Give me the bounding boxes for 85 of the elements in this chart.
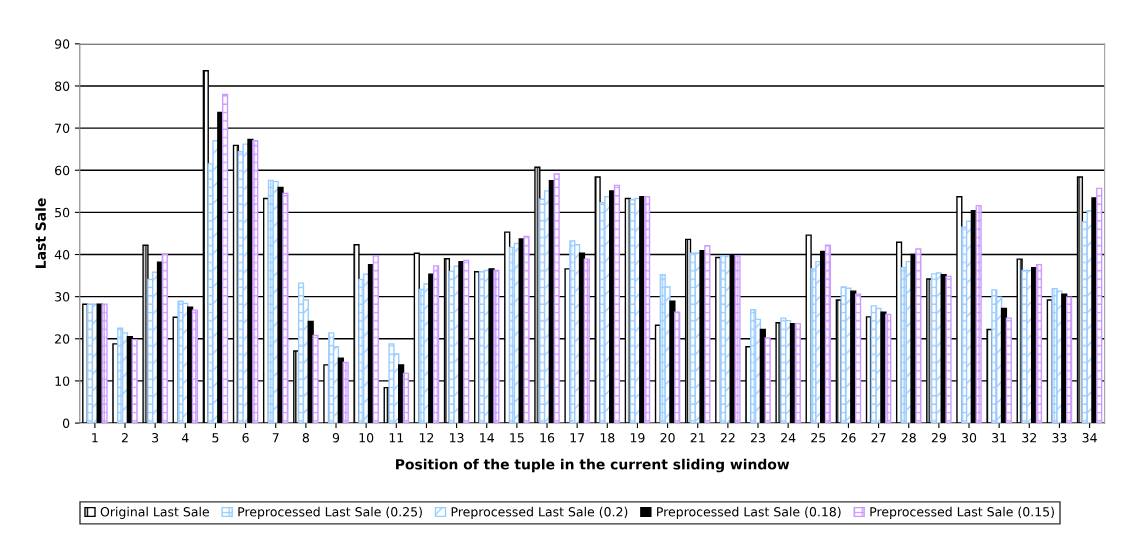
y-tick-label: 70: [55, 123, 70, 134]
x-tick-label: 30: [962, 433, 977, 443]
x-tick-label: 23: [750, 433, 765, 443]
x-tick-label: 11: [389, 433, 404, 443]
bar: [101, 303, 108, 424]
x-tick-label: 32: [1022, 433, 1036, 443]
bar: [854, 293, 862, 424]
x-tick-label: 19: [630, 433, 645, 443]
y-tick-label: 60: [55, 165, 70, 176]
bar: [191, 309, 199, 424]
bar: [764, 337, 771, 424]
x-tick-label: 20: [660, 433, 675, 443]
y-axis-title: Last Sale: [35, 198, 46, 268]
x-tick-label: 17: [570, 433, 585, 443]
bar: [915, 248, 922, 424]
x-tick-label: 25: [811, 433, 826, 443]
bar: [885, 313, 892, 424]
bar: [643, 196, 651, 424]
x-tick-label: 3: [152, 433, 159, 443]
bar: [704, 244, 711, 424]
bar: [1096, 187, 1103, 424]
x-tick-label: 18: [600, 433, 615, 443]
x-tick-label: 33: [1052, 433, 1067, 443]
x-tick-label: 7: [272, 433, 279, 443]
x-tick-label: 31: [992, 433, 1006, 443]
x-axis-title: Position of the tuple in the current sliding window: [396, 458, 790, 473]
bar: [131, 338, 138, 424]
bar: [221, 93, 229, 424]
x-tick-label: 21: [690, 433, 705, 443]
x-tick-label: 26: [841, 433, 856, 443]
bar: [463, 259, 470, 424]
y-tick-label: 40: [54, 249, 70, 260]
legend-label: Preprocessed Last Sale (0.18): [657, 506, 841, 519]
bar: [674, 311, 681, 424]
x-tick-label: 8: [302, 433, 309, 443]
x-tick-label: 27: [871, 433, 886, 443]
bar: [824, 244, 832, 424]
y-tick-label: 30: [55, 292, 70, 302]
x-tick-label: 1: [92, 433, 98, 443]
bar: [432, 265, 440, 424]
x-tick-label: 28: [901, 433, 916, 443]
bar: [553, 173, 560, 424]
bar: [252, 140, 259, 424]
bar: [945, 275, 952, 424]
x-tick-label: 24: [781, 433, 796, 443]
bar: [312, 334, 319, 424]
bar: [613, 184, 621, 424]
y-tick-label: 80: [55, 81, 70, 91]
x-tick-label: 14: [480, 433, 494, 443]
x-tick-label: 12: [419, 433, 434, 443]
x-tick-label: 29: [931, 433, 946, 443]
y-tick-label: 50: [55, 207, 70, 218]
x-tick-label: 2: [121, 433, 128, 443]
legend-label: Original Last Sale: [100, 506, 209, 519]
y-tick-label: 90: [54, 39, 70, 49]
bar: [402, 372, 410, 424]
legend-label: Preprocessed Last Sale (0.2): [451, 506, 628, 519]
x-tick-label: 5: [212, 433, 219, 443]
bar: [1035, 263, 1043, 424]
bar: [282, 192, 289, 424]
bar: [1065, 296, 1073, 424]
bar: [734, 255, 741, 424]
bar: [161, 253, 168, 424]
x-tick-label: 15: [510, 433, 524, 443]
x-tick-label: 9: [332, 433, 340, 443]
x-tick-label: 13: [450, 433, 464, 443]
x-tick-label: 34: [1082, 433, 1097, 443]
bar: [975, 204, 982, 424]
bar: [1005, 317, 1012, 424]
y-tick-label: 0: [62, 418, 70, 428]
bar: [493, 269, 500, 424]
bar: [523, 235, 530, 424]
bar: [342, 361, 349, 424]
legend-label: Preprocessed Last Sale (0.25): [238, 506, 422, 519]
y-tick-label: 20: [55, 334, 70, 344]
x-tick-label: 16: [540, 433, 555, 443]
legend-label: Preprocessed Last Sale (0.15): [870, 506, 1054, 519]
x-tick-label: 22: [720, 433, 735, 443]
x-tick-label: 10: [359, 433, 374, 443]
y-tick-label: 10: [55, 376, 70, 386]
bar: [372, 255, 379, 424]
x-tick-label: 4: [181, 433, 189, 443]
x-tick-label: 6: [242, 433, 249, 443]
bar: [794, 322, 801, 424]
bar: [583, 258, 590, 424]
